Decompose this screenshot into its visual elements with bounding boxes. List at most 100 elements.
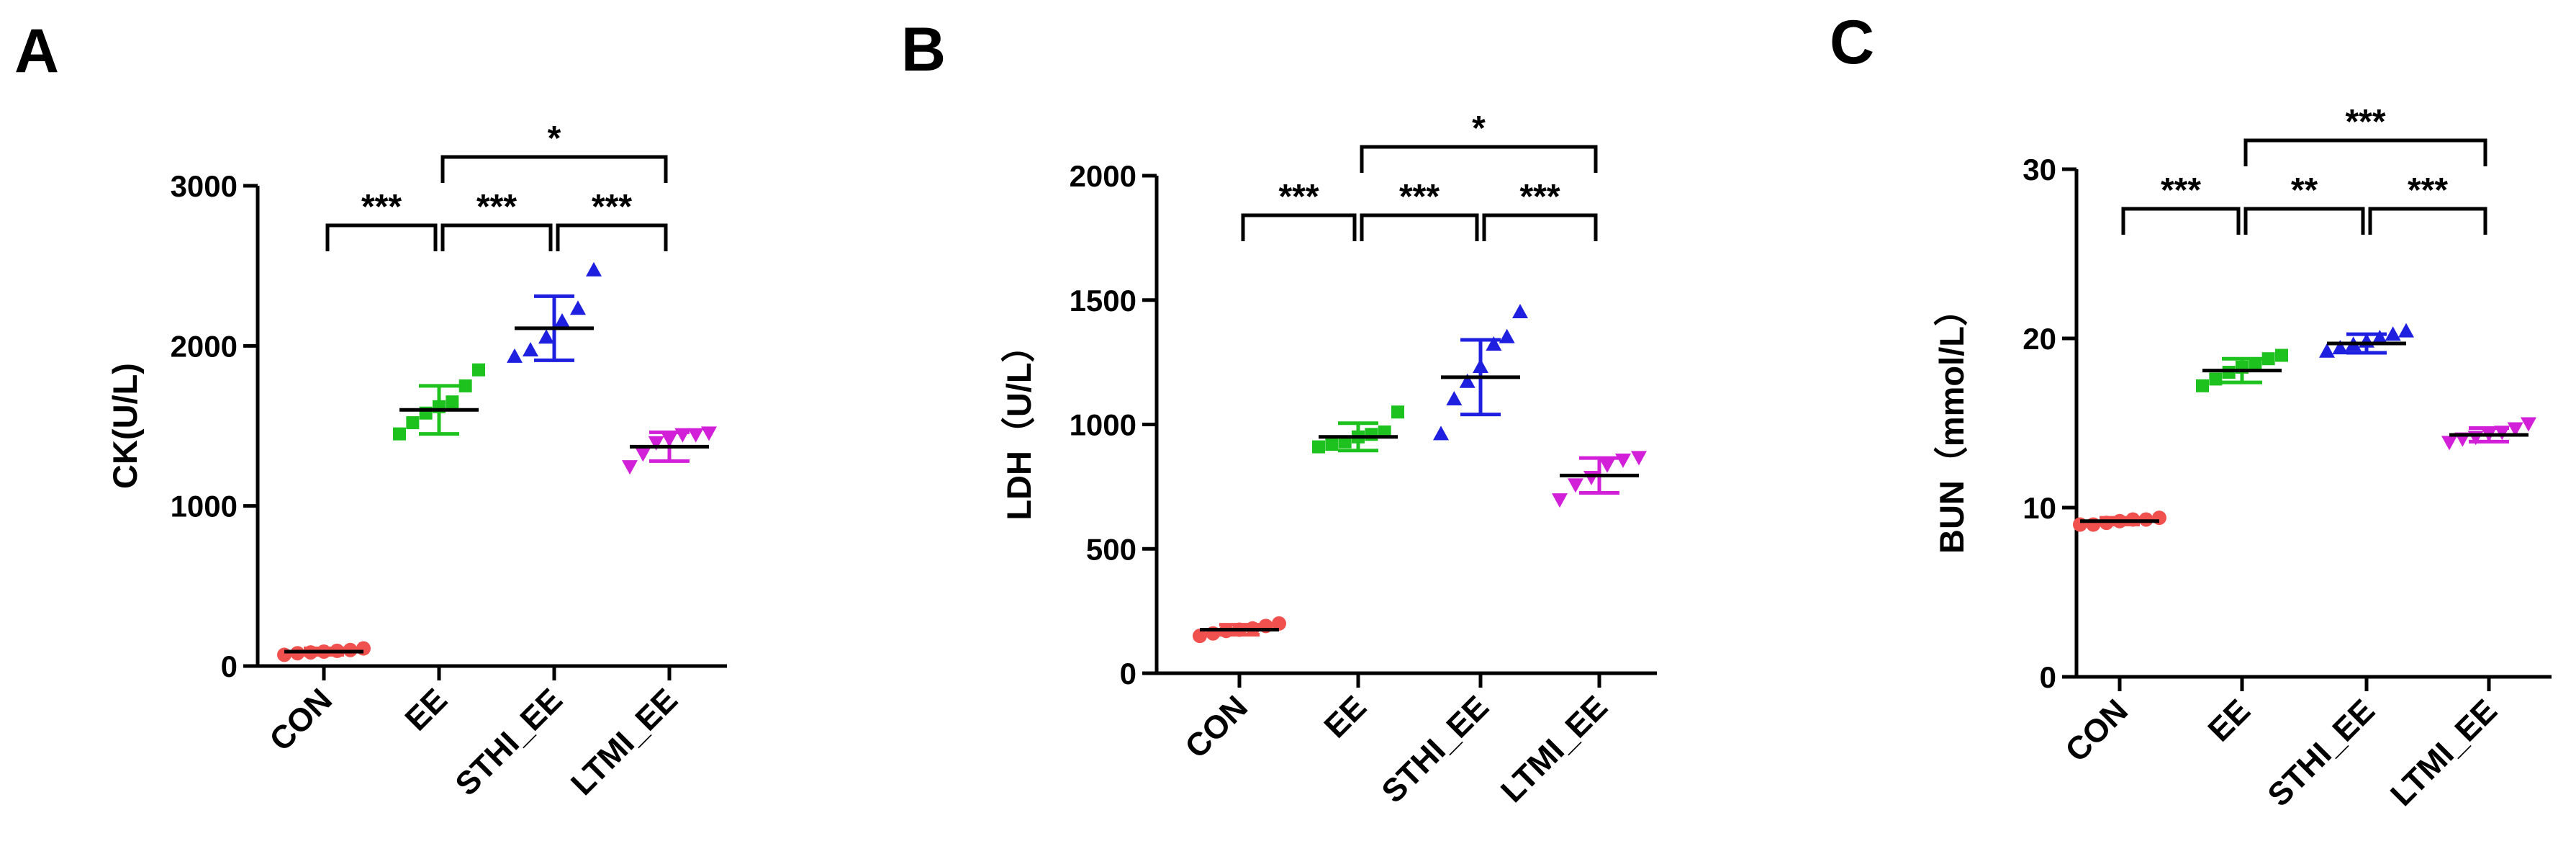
x-tick-label: STHI_EE: [1374, 688, 1496, 810]
series-ee: [2196, 348, 2288, 392]
data-point: [2275, 348, 2288, 362]
y-tick-label: 1000: [171, 490, 238, 523]
data-point: [1499, 328, 1515, 343]
significance-label: ***: [592, 188, 632, 226]
significance-label: ***: [2345, 103, 2385, 141]
panel-b: B 0 500 1000 1500 2000 LDH（U/L） CON EE STHI_EELTM…: [901, 15, 1657, 810]
data-point: [472, 363, 485, 377]
data-point: [1568, 478, 1583, 493]
data-point: [538, 329, 554, 344]
panel-c: C 0 10 20 30 BUN（mmol/L） CON EE STHI_EE LTMI_EE **…: [1830, 8, 2552, 814]
data-point: [458, 379, 472, 392]
x-tick-label: STHI_EE: [448, 681, 569, 803]
series-sthi-ee: [507, 261, 602, 363]
data-point: [648, 436, 664, 451]
series-ee: [1312, 405, 1404, 454]
panel-a: A 0 1000 2000 3000 CK(U/L) CON EESTHI_EELTMI_EE…: [14, 17, 727, 803]
series-con: [277, 641, 371, 662]
data-point: [1552, 493, 1568, 508]
significance-bracket: [2368, 207, 2487, 235]
series-sthi-ee: [2319, 323, 2414, 358]
data-point: [1599, 458, 1615, 473]
y-tick-label: 500: [1086, 532, 1136, 566]
significance-label: *: [548, 120, 561, 158]
data-point: [406, 416, 420, 430]
y-tick-label: 3000: [171, 169, 238, 203]
data-point: [446, 395, 459, 409]
data-point: [2441, 436, 2457, 451]
series-sthi-ee: [1433, 304, 1528, 441]
data-point: [2385, 326, 2401, 341]
significance-label: ***: [1399, 178, 1440, 216]
x-tick-label: STHI_EE: [2260, 692, 2382, 814]
data-point: [687, 428, 704, 443]
data-point: [570, 300, 586, 315]
data-point: [622, 460, 638, 475]
significance-bracket: [440, 223, 553, 251]
data-point: [1312, 440, 1325, 454]
y-tick-label: 0: [1120, 657, 1136, 691]
significance-bracket: [1360, 213, 1479, 241]
data-point: [2261, 352, 2275, 366]
y-axis-label: BUN（mmol/L）: [1933, 292, 1971, 554]
y-tick-label: 2000: [1070, 159, 1136, 193]
significance-label: ***: [2161, 171, 2201, 210]
y-tick-label: 10: [2023, 491, 2056, 525]
data-point: [2249, 357, 2262, 371]
panel-letter: B: [901, 15, 946, 84]
significance-label: **: [2291, 171, 2318, 210]
x-tick-label: EE: [398, 681, 455, 738]
x-tick-label: LTMI_EE: [1493, 688, 1614, 809]
data-point: [1486, 336, 1502, 351]
data-point: [586, 261, 602, 276]
data-point: [1446, 390, 1463, 405]
y-tick-label: 1000: [1070, 408, 1136, 442]
data-point: [1583, 471, 1599, 486]
y-tick-label: 0: [221, 649, 238, 683]
data-point: [635, 447, 651, 462]
y-tick-label: 0: [2040, 660, 2056, 694]
data-point: [2398, 323, 2414, 338]
significance-bracket: [1360, 145, 1598, 173]
data-point: [554, 312, 570, 328]
series-ltmi-ee: [1552, 451, 1647, 508]
data-point: [1391, 405, 1404, 419]
data-point: [2507, 422, 2523, 437]
significance-bracket: [325, 223, 438, 251]
significance-bracket: [556, 223, 668, 251]
x-tick-label: CON: [2058, 692, 2135, 769]
data-point: [2372, 330, 2388, 344]
significance-bracket: [2121, 207, 2241, 235]
significance-bracket: [1482, 213, 1598, 241]
data-point: [1512, 304, 1528, 319]
x-tick-label: EE: [2201, 692, 2258, 749]
data-point: [393, 427, 406, 441]
y-axis-label: LDH（U/L）: [1000, 328, 1038, 520]
data-point: [1631, 451, 1647, 466]
data-point: [2319, 343, 2335, 358]
panel-letter: C: [1830, 8, 1874, 77]
y-tick-label: 1500: [1070, 284, 1136, 318]
data-point: [674, 428, 691, 443]
data-point: [1459, 373, 1475, 388]
significance-bracket: [1241, 213, 1357, 241]
data-point: [1615, 453, 1631, 468]
data-point: [2332, 340, 2349, 355]
data-point: [1325, 438, 1339, 451]
x-tick-label: EE: [1317, 688, 1374, 745]
data-point: [701, 426, 717, 441]
panel-letter: A: [14, 17, 59, 86]
data-point: [507, 348, 523, 363]
data-point: [2521, 417, 2536, 432]
data-point: [2196, 379, 2209, 392]
data-point: [1365, 428, 1378, 441]
data-point: [1272, 616, 1286, 631]
data-point: [277, 647, 292, 662]
y-tick-label: 2000: [171, 329, 238, 363]
x-tick-label: CON: [262, 681, 339, 758]
x-tick-label: LTMI_EE: [2383, 692, 2504, 813]
series-con: [2073, 511, 2166, 532]
significance-label: ***: [1519, 178, 1560, 216]
y-tick-label: 20: [2023, 322, 2056, 356]
data-point: [356, 641, 371, 656]
